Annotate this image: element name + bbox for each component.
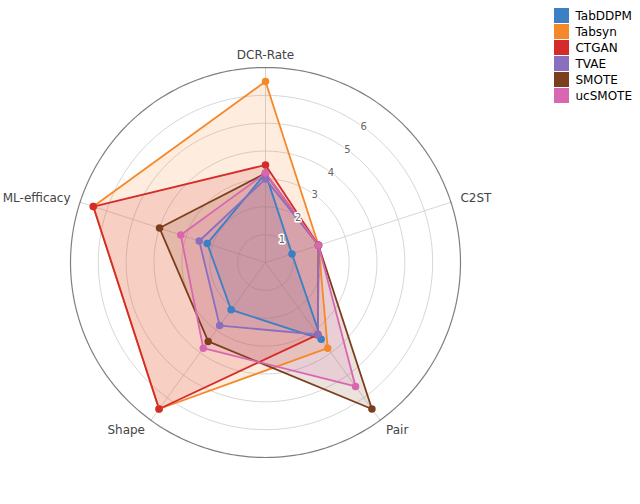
svg-text:6: 6 [361,121,367,132]
svg-text:2: 2 [295,212,301,223]
html-text:TabDDPM: TabDDPM [575,8,632,23]
html-text:SMOTE: SMOTE [575,72,618,87]
svg-text:Pair: Pair [386,423,408,437]
svg-text:ML-efficacy: ML-efficacy [3,191,71,205]
svg-text:Shape: Shape [107,423,145,437]
html-text:TVAE: TVAE [575,56,606,71]
svg-text:1: 1 [279,234,285,245]
svg-text:3: 3 [311,189,317,200]
html-text:ucSMOTE: ucSMOTE [575,88,632,103]
svg-text:C2ST: C2ST [460,191,492,205]
svg-text:5: 5 [344,144,350,155]
html-text:Tabsyn: Tabsyn [575,24,617,39]
svg-text:4: 4 [328,167,334,178]
html-text:CTGAN: CTGAN [575,40,618,55]
svg-text:DCR-Rate: DCR-Rate [237,48,294,62]
